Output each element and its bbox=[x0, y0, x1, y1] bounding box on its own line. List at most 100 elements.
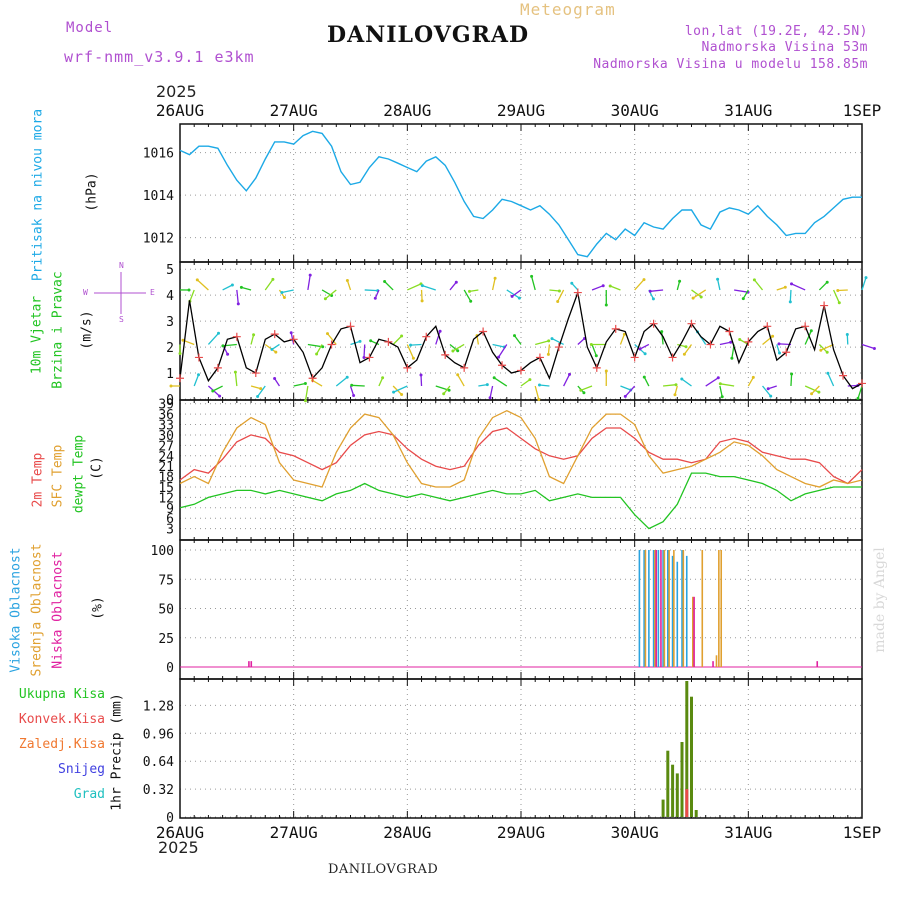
wind-arrow bbox=[196, 279, 209, 291]
wind-arrow-head bbox=[350, 383, 354, 387]
wind-marker bbox=[460, 363, 469, 372]
ytick-label: 1 bbox=[166, 367, 174, 382]
wind-arrow bbox=[663, 384, 677, 387]
wind-arrow-head bbox=[716, 277, 720, 281]
wind-arrow bbox=[326, 333, 337, 345]
wind-arrow-head bbox=[259, 387, 263, 391]
wind-marker bbox=[782, 348, 791, 357]
wind-arrow bbox=[818, 281, 828, 291]
wind-arrow-head bbox=[510, 294, 514, 298]
wind-arrow-head bbox=[872, 347, 876, 350]
model-label: Model bbox=[66, 20, 114, 36]
wind-arrow-head bbox=[274, 350, 278, 354]
wind-arrow bbox=[719, 341, 731, 346]
wind-arrow-head bbox=[345, 279, 349, 282]
wind-arrow-head bbox=[321, 345, 325, 349]
wind-arrow-head bbox=[648, 289, 652, 293]
wind-marker bbox=[858, 379, 866, 388]
wind-arrow bbox=[753, 279, 764, 291]
ytick-label: 2 bbox=[166, 341, 174, 356]
wind-arrow bbox=[861, 343, 875, 350]
wind-arrow-head bbox=[730, 356, 734, 360]
date-label-top: 28AUG bbox=[383, 101, 431, 120]
wind-arrow-head bbox=[252, 333, 256, 337]
wind-arrow bbox=[452, 343, 465, 352]
wind-arrow bbox=[271, 343, 280, 350]
precip-bar bbox=[675, 773, 679, 817]
precip-bar bbox=[666, 750, 670, 817]
date-label-top: 1SEP bbox=[843, 101, 882, 120]
ytick-label: 50 bbox=[158, 603, 174, 618]
ytick-label: 0 bbox=[166, 393, 174, 408]
wind-marker bbox=[289, 335, 298, 344]
wind-marker bbox=[327, 340, 336, 349]
wind-arrow-head bbox=[420, 299, 424, 303]
dewpt-line bbox=[179, 472, 862, 530]
precip-legend-snow: Snijeg bbox=[58, 762, 105, 777]
wind-arrow bbox=[420, 374, 423, 387]
wind-marker bbox=[422, 332, 431, 341]
wind-arrow-head bbox=[315, 352, 319, 356]
wind-arrow bbox=[681, 378, 692, 387]
wind-marker bbox=[763, 322, 772, 331]
wind-arrow bbox=[827, 372, 835, 387]
wind-arrow bbox=[324, 289, 337, 300]
wind-arrow-head bbox=[741, 297, 745, 301]
ytick-label: 0.64 bbox=[143, 755, 174, 770]
wind-arrow-head bbox=[400, 334, 404, 338]
date-label-top: 29AUG bbox=[497, 101, 545, 120]
wind-arrow-head bbox=[270, 347, 274, 351]
ytick-label: 39 bbox=[158, 398, 174, 413]
model-elevation-label: Nadmorska Visina u modelu 158.85m bbox=[593, 57, 868, 72]
wind-arrow bbox=[307, 274, 311, 291]
precip-bar bbox=[685, 789, 689, 817]
wind-arrow bbox=[349, 385, 355, 396]
wind-arrow bbox=[661, 331, 664, 345]
wind-arrow-head bbox=[411, 356, 415, 360]
wind-arrow-head bbox=[691, 296, 695, 300]
wind-marker bbox=[517, 366, 525, 375]
wind-arrow-head bbox=[809, 329, 813, 333]
date-label-bottom: 1SEP bbox=[843, 823, 882, 842]
wind-arrow-head bbox=[546, 352, 550, 356]
wind-arrow bbox=[591, 344, 597, 356]
wind-arrow-head bbox=[352, 394, 356, 397]
wind-arrow-head bbox=[643, 352, 647, 356]
wind-arrow bbox=[506, 289, 520, 299]
ytick-label: 3 bbox=[166, 523, 174, 538]
wind-arrow-head bbox=[233, 370, 237, 374]
wind-arrow-head bbox=[303, 382, 307, 385]
wind-arrow-head bbox=[720, 395, 724, 399]
wind-marker bbox=[592, 363, 601, 372]
wind-arrow-head bbox=[217, 331, 220, 335]
wind-arrow-head bbox=[608, 284, 612, 288]
wind-marker bbox=[346, 322, 355, 331]
wind-arrow bbox=[420, 289, 423, 301]
wind-arrow bbox=[857, 385, 863, 399]
wind-arrow bbox=[457, 374, 465, 387]
wind-marker bbox=[573, 288, 582, 297]
wind-arrow bbox=[281, 289, 294, 294]
wind-arrow-head bbox=[601, 284, 605, 288]
wind-arrow bbox=[370, 340, 380, 346]
wind-marker bbox=[820, 301, 829, 310]
wind-marker bbox=[498, 361, 507, 370]
wind-marker bbox=[611, 324, 620, 333]
product-title: Meteogram bbox=[520, 0, 616, 19]
wind-arrow-head bbox=[777, 342, 781, 346]
ytick-label: 5 bbox=[166, 263, 174, 278]
wind-arrow-head bbox=[282, 296, 286, 299]
wind-arrow bbox=[498, 344, 508, 358]
wind-arrow bbox=[241, 286, 252, 291]
date-label-bottom: 26AUG bbox=[156, 823, 204, 842]
wind-arrow bbox=[563, 374, 571, 387]
wind-arrow bbox=[511, 289, 522, 297]
wind-arrow-head bbox=[456, 373, 460, 377]
wind-arrow bbox=[820, 343, 834, 351]
wind-arrow bbox=[304, 385, 309, 401]
wind-marker bbox=[441, 350, 450, 359]
wind-marker bbox=[706, 340, 715, 349]
wind-arrow-head bbox=[729, 340, 733, 344]
wind-arrow-head bbox=[547, 339, 551, 343]
